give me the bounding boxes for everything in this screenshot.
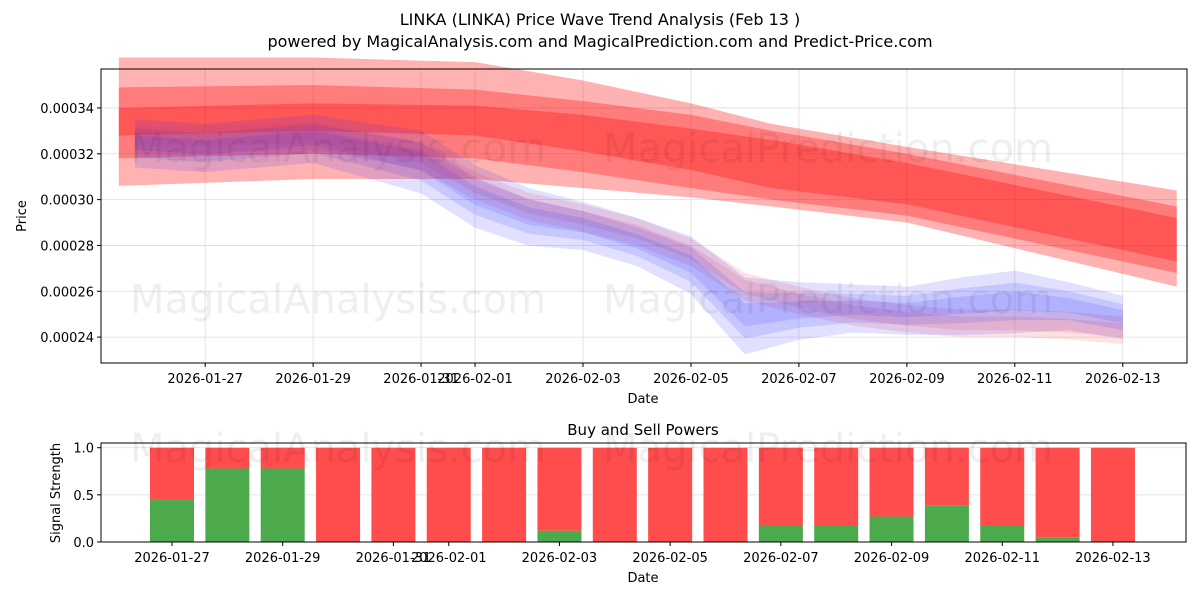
sell-bar [924,447,969,506]
sell-bar [1090,447,1135,542]
x-tick-label: 2026-01-29 [275,372,351,387]
sell-bar [648,447,693,542]
blue-wave-band [135,114,1123,355]
signal-x-label: Date [627,571,658,586]
buy-bar [260,468,305,542]
y-tick-label: 0.00032 [40,148,94,163]
x-tick-label: 2026-01-27 [134,551,210,566]
x-tick-label: 2026-02-07 [761,372,837,387]
sell-bar [814,447,859,526]
blue-wave-band [135,123,1123,339]
buy-bar [814,525,859,542]
y-tick-label: 0.00024 [40,331,94,346]
watermark: MagicalAnalysis.com [130,126,546,172]
x-tick-label: 2026-02-09 [869,372,945,387]
sell-bar [260,447,305,469]
y-tick-label: 0.00028 [40,239,94,254]
signal-plot-frame [100,442,1187,543]
price-x-label: Date [627,392,658,407]
buy-bar [980,525,1025,542]
sell-bar [482,447,527,542]
x-tick-label: 2026-02-11 [964,551,1040,566]
sell-bar [205,447,250,469]
sell-bar [592,447,637,542]
y-tick-label: 0.0 [73,536,94,551]
buy-bar [1035,537,1080,542]
sell-bar [426,447,471,542]
watermarks-top: MagicalAnalysis.com MagicalPrediction.co… [130,126,1053,323]
sell-bar [703,447,748,542]
y-tick-label: 0.00026 [40,285,94,300]
sell-bar [150,447,194,500]
x-tick-label: 2026-01-31 [383,372,459,387]
price-plot-frame [100,68,1188,364]
sell-bar [758,447,803,526]
pink-wave-band [135,121,1123,344]
price-bands [118,57,1177,355]
buy-bar [924,505,969,542]
sell-bar [537,447,582,531]
sell-bar [316,447,361,542]
sell-bar [869,447,914,517]
y-tick-label: 1.0 [73,442,94,457]
watermark: MagicalAnalysis.com [130,426,546,472]
price-axes: 2026-01-27 2026-01-29 2026-01-312026-02-01… [40,102,1160,387]
buy-bar [869,516,914,542]
red-trend-band [118,85,1177,273]
x-tick-label: 2026-02-13 [1075,551,1151,566]
sell-bar [1035,447,1080,538]
x-tick-label: 2026-01-29 [245,551,321,566]
x-tick-label: 2026-02-03 [522,551,598,566]
signal-chart-title: Buy and Sell Powers [567,421,719,439]
chart-title: LINKA (LINKA) Price Wave Trend Analysis … [400,10,801,29]
price-grid [101,69,1187,363]
x-tick-label: 2026-02-03 [545,372,621,387]
pink-wave-band [135,128,1123,338]
price-y-label: Price [15,200,30,232]
watermark: MagicalPrediction.com [603,277,1053,323]
x-tick-label: 2026-02-01 [437,372,513,387]
red-trend-band [118,103,1177,262]
watermark: MagicalAnalysis.com [130,277,546,323]
x-tick-label: 2026-01-31 [356,551,432,566]
sell-bar [371,447,416,542]
y-tick-label: 0.5 [73,489,94,504]
x-tick-label: 2026-02-11 [977,372,1053,387]
sell-bar [980,447,1025,526]
watermark: MagicalPrediction.com [603,126,1053,172]
y-tick-label: 0.00030 [40,194,94,209]
x-tick-label: 2026-02-07 [743,551,819,566]
chart-subtitle: powered by MagicalAnalysis.com and Magic… [267,32,932,51]
blue-wave-band [135,130,1123,327]
y-tick-label: 0.00034 [40,102,94,117]
signal-bars [150,447,1135,542]
buy-bar [150,499,194,542]
x-tick-label: 2026-01-27 [167,372,243,387]
buy-bar [537,530,582,542]
watermark: MagicalPrediction.com [603,426,1053,472]
x-tick-label: 2026-02-13 [1085,372,1161,387]
watermarks-bottom: MagicalAnalysis.com MagicalPrediction.co… [130,426,1053,472]
x-tick-label: 2026-02-01 [411,551,487,566]
x-tick-label: 2026-02-05 [632,551,708,566]
buy-bar [758,525,803,542]
buy-bar [205,468,250,542]
red-trend-band [118,57,1177,287]
x-tick-label: 2026-02-05 [653,372,729,387]
signal-y-label: Signal Strength [49,443,64,543]
x-tick-label: 2026-02-09 [854,551,930,566]
